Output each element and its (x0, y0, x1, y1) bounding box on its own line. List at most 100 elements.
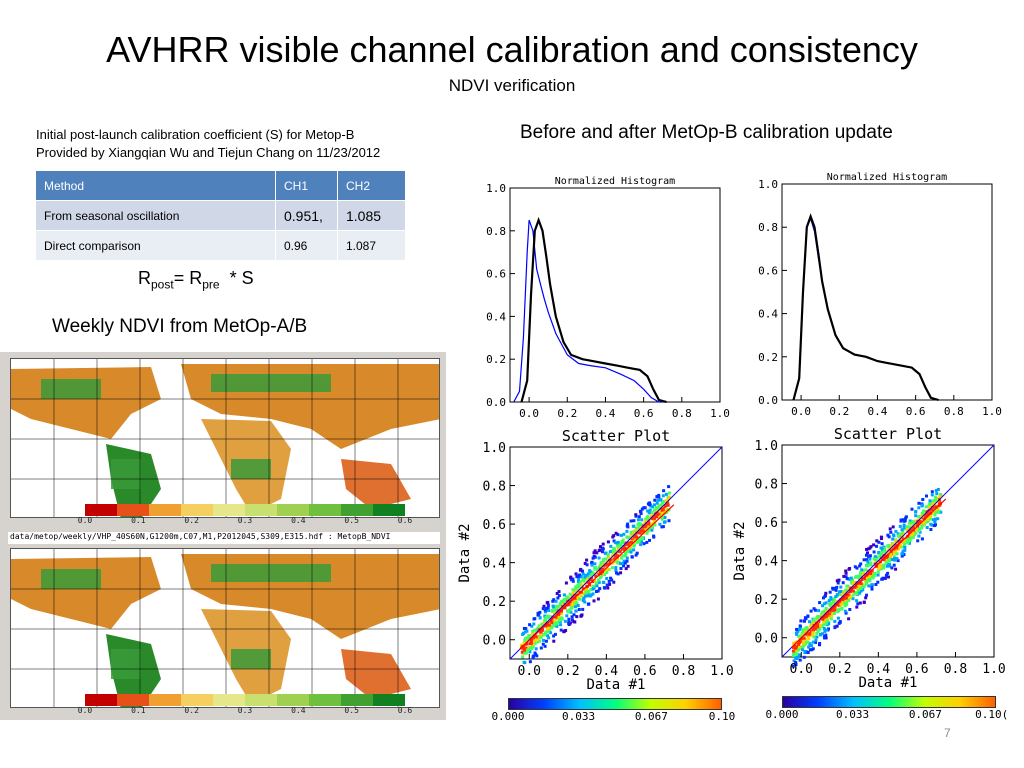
y-tick-label: 0.2 (755, 593, 778, 608)
colorbar-tick: 0.000 (765, 708, 799, 721)
scale-swatch (309, 694, 341, 706)
scale-swatch (341, 504, 373, 516)
header-method: Method (35, 170, 276, 201)
scale-swatch (245, 504, 277, 516)
x-tick-label: 0.4 (596, 407, 616, 420)
scale-tick-label: 0.3 (237, 706, 253, 715)
x-tick-label: 0.6 (634, 407, 654, 420)
scale-tick-label: 0.0 (77, 516, 93, 525)
scale-swatch (373, 504, 405, 516)
y-tick-label: 0.8 (758, 221, 778, 234)
scatter-title: Scatter Plot (562, 427, 670, 445)
histogram-title: Normalized Histogram (555, 176, 675, 187)
note-line-1: Initial post-launch calibration coeffici… (36, 127, 355, 142)
fit-line (791, 498, 947, 648)
ndvi-map-top (10, 358, 440, 518)
scale-swatch (181, 694, 213, 706)
table-header-row: Method CH1 CH2 (35, 170, 406, 201)
colorbar-before (508, 698, 722, 710)
x-tick-label: 0.4 (868, 405, 888, 418)
scale-tick-label: 0.0 (77, 706, 93, 715)
scatter-title: Scatter Plot (834, 425, 942, 443)
scale-swatch (277, 694, 309, 706)
table-row: Direct comparison 0.96 1.087 (35, 230, 406, 261)
colorbar-tick: 0.000 (491, 710, 525, 723)
page-number: 7 (944, 726, 951, 740)
scale-swatch (117, 694, 149, 706)
y-axis-label: Data #2 (457, 523, 473, 582)
table-cell: 0.96 (275, 230, 338, 261)
fit-line (519, 504, 675, 650)
colorbar-ticks-after: 0.000 0.033 0.067 0.10( (765, 708, 1008, 722)
scale-swatch (309, 504, 341, 516)
histogram-series-line (792, 213, 939, 402)
histogram-series-line (513, 219, 667, 403)
coefficient-table: Method CH1 CH2 From seasonal oscillation… (35, 170, 406, 261)
y-tick-label: 0.2 (483, 595, 506, 610)
y-tick-label: 0.8 (483, 480, 506, 495)
formula-tail: * S (229, 268, 254, 288)
y-tick-label: 0.0 (758, 394, 778, 407)
histogram-title: Normalized Histogram (827, 172, 947, 183)
x-tick-label: 0.4 (867, 662, 891, 677)
x-tick-label: 1.0 (982, 662, 1005, 677)
y-tick-label: 0.4 (486, 310, 506, 323)
y-tick-label: 0.6 (758, 264, 778, 277)
map-scale-bar-bottom (85, 694, 405, 706)
x-tick-label: 0.6 (906, 405, 926, 418)
y-tick-label: 0.8 (486, 225, 506, 238)
scale-tick-label: 0.4 (291, 516, 306, 525)
colorbar-tick: 0.10 (708, 710, 736, 723)
histogram-before: Normalized Histogram 0.0 0.2 0.4 0.6 0.8 1.0 0.… (486, 176, 730, 420)
table-cell: 1.087 (337, 230, 406, 261)
colorbar-tick: 0.033 (836, 708, 870, 721)
slide-subtitle: NDVI verification (448, 76, 576, 95)
ndvi-map-bottom (10, 548, 440, 708)
map-file-path: data/metop/weekly/VHP_40S60N,G1200m,C07,… (8, 532, 440, 544)
colorbar-after (782, 696, 996, 708)
x-tick-label: 0.0 (791, 405, 811, 418)
slide-title: AVHRR visible channel calibration and co… (106, 29, 918, 70)
x-tick-label: 0.0 (519, 407, 539, 420)
one-to-one-line (781, 444, 995, 658)
x-tick-label: 0.8 (944, 662, 967, 677)
scale-swatch (213, 504, 245, 516)
calibration-note: Initial post-launch calibration coeffici… (36, 126, 380, 162)
scale-tick-label: 0.2 (184, 706, 199, 715)
colorbar-tick: 0.067 (634, 710, 668, 723)
table-cell: 0.951, (275, 200, 338, 231)
formula-eq: = R (173, 268, 203, 288)
scatter-before: Scatter Plot 0.0 0.2 0.4 0.6 0.8 1.0 0.0 0.2 0.4 0… (457, 427, 734, 693)
scale-swatch (213, 694, 245, 706)
ndvi-map-panel: 0.0 0.1 0.2 0.3 0.4 0.5 0.6 data/metop/weekly/… (0, 352, 446, 720)
x-tick-label: 0.8 (944, 405, 964, 418)
x-tick-label: 1.0 (982, 405, 1002, 418)
x-tick-label: 0.4 (595, 664, 619, 679)
y-axis-label: Data #2 (732, 521, 748, 580)
scale-swatch (277, 504, 309, 516)
table-row: From seasonal oscillation 0.951, 1.085 (35, 200, 406, 231)
x-tick-label: 0.8 (672, 407, 692, 420)
scale-tick-label: 0.6 (397, 706, 413, 715)
scale-swatch (181, 504, 213, 516)
plot-frame (509, 187, 721, 403)
table-cell: Direct comparison (35, 230, 276, 261)
x-tick-label: 0.8 (672, 664, 695, 679)
scale-swatch (149, 504, 181, 516)
table-cell: 1.085 (337, 200, 406, 231)
scale-swatch (85, 694, 117, 706)
scale-swatch (149, 694, 181, 706)
formula-rhs-sub: pre (202, 277, 220, 292)
histogram-series-line (520, 216, 667, 404)
y-tick-label: 0.8 (755, 478, 778, 493)
y-tick-label: 0.6 (755, 516, 778, 531)
x-tick-label: 0.0 (518, 664, 541, 679)
histogram-after: Normalized Histogram 0.0 0.2 0.4 0.6 0.8 1.0 0.… (758, 172, 1002, 418)
x-tick-label: 0.2 (828, 662, 851, 677)
scale-tick-label: 0.3 (237, 516, 253, 525)
y-tick-label: 0.0 (755, 632, 778, 647)
header-ch2: CH2 (337, 170, 406, 201)
x-tick-label: 0.2 (556, 664, 579, 679)
colorbar-ticks-before: 0.000 0.033 0.067 0.10 (491, 710, 735, 724)
y-tick-label: 0.2 (758, 351, 778, 364)
